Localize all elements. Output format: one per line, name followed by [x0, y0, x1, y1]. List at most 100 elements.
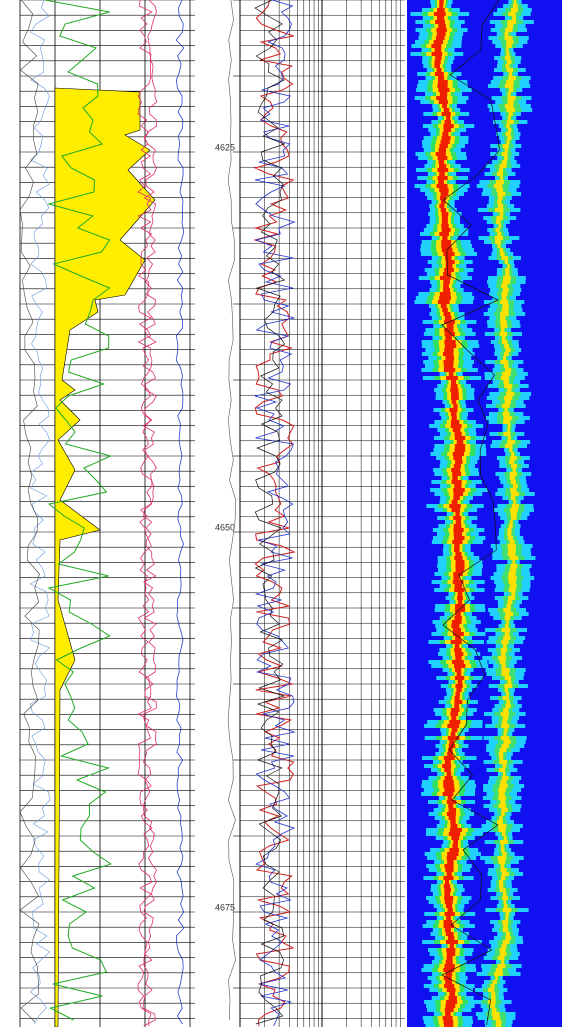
image-pixel: [447, 812, 456, 816]
image-pixel: [451, 732, 456, 736]
image-pixel: [503, 892, 506, 896]
image-pixel: [500, 300, 508, 304]
image-pixel: [449, 720, 460, 724]
image-pixel: [445, 868, 453, 872]
image-pixel: [458, 592, 463, 596]
image-pixel: [452, 500, 458, 504]
image-pixel: [501, 640, 508, 644]
image-pixel: [506, 40, 513, 44]
image-pixel: [510, 540, 515, 544]
image-pixel: [505, 368, 511, 372]
image-pixel: [502, 372, 511, 376]
image-pixel: [435, 56, 441, 60]
image-pixel: [507, 68, 513, 72]
image-pixel: [446, 916, 451, 920]
image-pixel: [507, 60, 512, 64]
image-pixel: [500, 952, 507, 956]
image-pixel: [451, 412, 457, 416]
image-pixel: [443, 284, 449, 288]
image-pixel: [444, 268, 454, 272]
image-pixel: [505, 32, 509, 36]
image-pixel: [444, 108, 449, 112]
image-pixel: [453, 404, 457, 408]
image-pixel: [506, 392, 514, 396]
image-pixel: [453, 576, 459, 580]
image-pixel: [499, 804, 507, 808]
image-pixel: [451, 384, 458, 388]
image-pixel: [513, 500, 515, 504]
image-pixel: [442, 236, 447, 240]
image-pixel: [455, 448, 466, 452]
image-pixel: [455, 684, 462, 688]
image-pixel: [454, 532, 462, 536]
image-pixel: [508, 100, 514, 104]
image-pixel: [444, 368, 455, 372]
image-pixel: [436, 28, 446, 32]
image-pixel: [445, 356, 454, 360]
image-pixel: [445, 1008, 454, 1012]
image-pixel: [449, 408, 457, 412]
image-pixel: [508, 436, 511, 440]
image-pixel: [504, 352, 509, 356]
image-pixel: [503, 280, 511, 284]
image-pixel: [449, 832, 460, 836]
image-pixel: [442, 220, 448, 224]
image-pixel: [447, 872, 452, 876]
image-pixel: [508, 596, 515, 600]
image-pixel: [501, 848, 504, 852]
image-pixel: [456, 568, 465, 572]
image-pixel: [502, 668, 510, 672]
image-pixel: [504, 684, 512, 688]
image-pixel: [501, 712, 509, 716]
image-pixel: [490, 1004, 495, 1008]
image-pixel: [503, 288, 509, 292]
image-pixel: [498, 824, 506, 828]
image-pixel: [439, 0, 443, 4]
image-pixel: [501, 944, 506, 948]
image-pixel: [508, 12, 515, 16]
image-pixel: [451, 424, 462, 428]
image-pixel: [500, 840, 508, 844]
image-pixel: [503, 356, 506, 360]
image-pixel: [438, 168, 449, 172]
image-pixel: [496, 1020, 502, 1024]
image-pixel: [509, 112, 513, 116]
image-pixel: [455, 676, 464, 680]
image-pixel: [499, 224, 501, 228]
image-pixel: [452, 728, 458, 732]
image-pixel: [442, 132, 448, 136]
image-pixel: [449, 992, 455, 996]
image-pixel: [441, 192, 449, 196]
image-pixel: [451, 716, 456, 720]
image-pixel: [452, 660, 464, 664]
image-pixel: [508, 96, 516, 100]
image-pixel: [504, 416, 513, 420]
image-pixel: [453, 496, 460, 500]
image-pixel: [444, 756, 455, 760]
image-pixel: [443, 280, 450, 284]
image-pixel: [438, 76, 444, 80]
image-pixel: [443, 784, 454, 788]
image-pixel: [503, 940, 510, 944]
image-pixel: [500, 780, 506, 784]
image-pixel: [446, 1000, 457, 1004]
image-pixel: [503, 304, 509, 308]
image-pixel: [504, 728, 507, 732]
image-pixel: [496, 216, 503, 220]
image-pixel: [503, 644, 507, 648]
image-pixel: [439, 172, 445, 176]
image-pixel: [444, 788, 454, 792]
image-pixel: [437, 8, 445, 12]
image-pixel: [454, 648, 461, 652]
image-pixel: [451, 624, 459, 628]
image-pixel: [444, 348, 453, 352]
image-pixel: [505, 56, 510, 60]
image-pixel: [442, 112, 451, 116]
image-pixel: [501, 648, 507, 652]
image-pixel: [511, 452, 514, 456]
image-pixel: [444, 360, 454, 364]
image-pixel: [503, 924, 508, 928]
image-pixel: [510, 448, 513, 452]
image-pixel: [494, 184, 503, 188]
image-pixel: [507, 24, 513, 28]
